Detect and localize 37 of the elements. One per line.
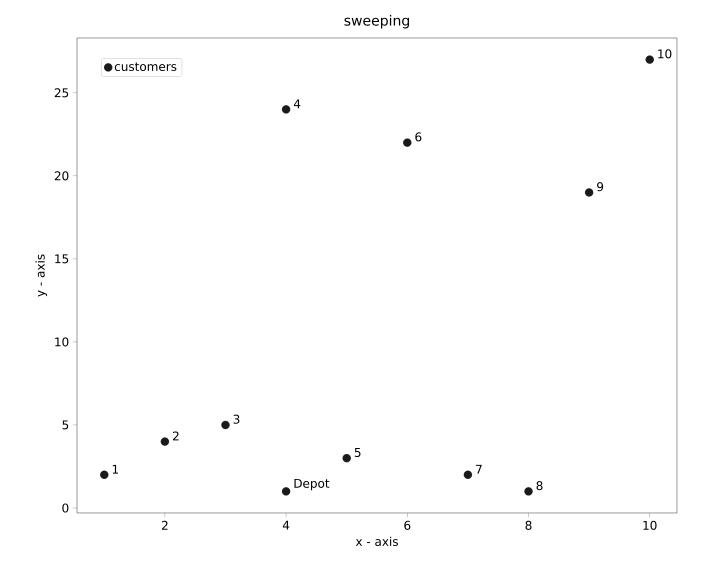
annotation: Depot <box>294 478 330 490</box>
annotation: 8 <box>536 481 543 490</box>
annotation: 3 <box>234 414 240 424</box>
annotation: 2 <box>172 431 179 440</box>
point <box>282 105 290 114</box>
point <box>646 55 654 64</box>
annotation: 10 <box>658 49 672 58</box>
y-tick-label: 0 <box>62 503 68 513</box>
point <box>342 454 351 462</box>
point <box>282 487 290 496</box>
chart-title: sweeping <box>344 14 409 28</box>
annotation: 5 <box>354 448 360 457</box>
point <box>584 188 594 197</box>
annotation: 9 <box>597 182 604 192</box>
legend-label: customers <box>114 62 176 72</box>
annotation: 4 <box>294 99 300 108</box>
y-tick-label: 5 <box>62 420 68 430</box>
y-tick-label: 15 <box>55 254 68 264</box>
x-tick-label: 4 <box>282 520 290 530</box>
x-tick-label: 6 <box>404 520 410 530</box>
x-axis-title: x - axis <box>356 536 398 546</box>
y-tick-label: 25 <box>54 88 68 98</box>
annotation: 1 <box>112 464 118 474</box>
y-tick-label: 20 <box>54 171 68 180</box>
point <box>524 487 533 496</box>
point <box>160 437 170 446</box>
point <box>464 470 472 479</box>
x-tick-label: 10 <box>643 520 657 530</box>
y-tick-label: 10 <box>55 337 68 346</box>
annotation: 7 <box>476 464 482 474</box>
point <box>100 470 108 479</box>
y-axis-title: y - axis <box>35 254 48 297</box>
annotation: 6 <box>415 132 422 142</box>
x-tick-label: 2 <box>162 520 168 530</box>
point <box>403 138 412 147</box>
x-tick-label: 8 <box>526 520 532 530</box>
point <box>221 420 230 430</box>
